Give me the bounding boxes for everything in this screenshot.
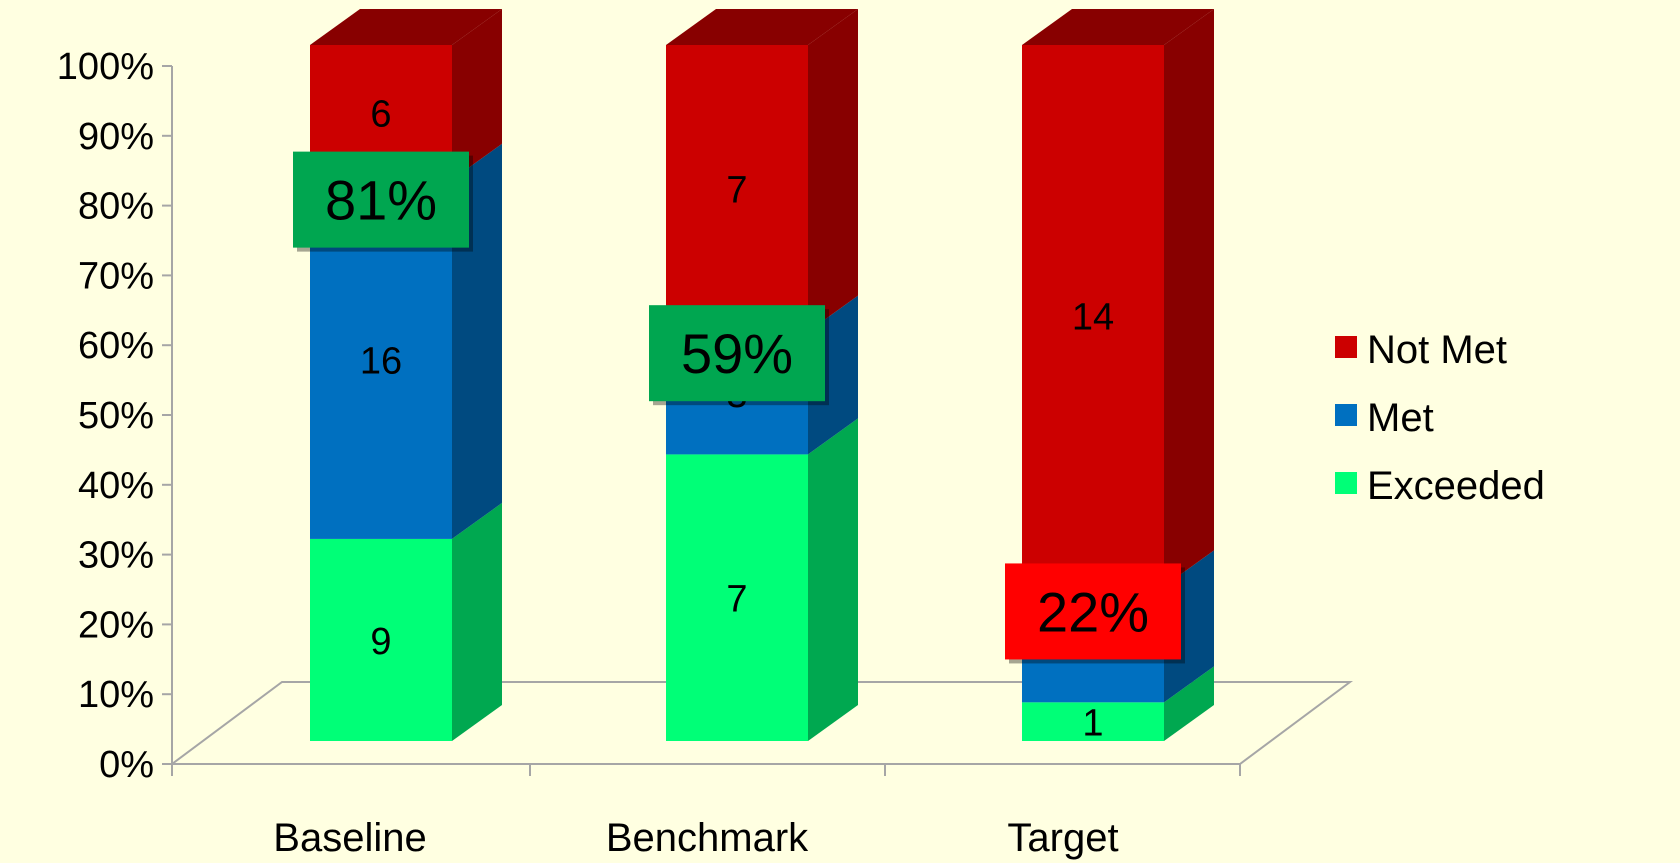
data-label-not-met-benchmark: 7 (726, 169, 747, 211)
y-tick-label: 10% (78, 674, 154, 716)
y-tick-label: 40% (78, 465, 154, 507)
callouts: 81% 59% 22% (293, 151, 1185, 664)
y-axis: 0% 10% 20% 30% 40% 50% 60% 70% 80% 90% 100% (57, 46, 1241, 786)
callout-box (1005, 563, 1181, 660)
data-label-met-baseline: 16 (360, 340, 402, 382)
callout-text: 81% (325, 169, 437, 232)
bar-side-exceeded-benchmark (808, 418, 858, 741)
y-tick-label: 90% (78, 116, 154, 158)
bar-side-not-met-target (1164, 9, 1214, 587)
bar-not-met-target (1022, 45, 1164, 587)
legend-item-exceeded: Exceeded (1335, 464, 1545, 508)
x-axis-labels: Baseline Benchmark Target (273, 816, 1118, 860)
callout-baseline: 81% (293, 151, 473, 252)
legend-item-met: Met (1335, 396, 1434, 440)
bar-top-benchmark (666, 9, 858, 45)
bar-exceeded-baseline (310, 538, 452, 741)
bar-side-exceeded-target (1164, 666, 1214, 741)
legend-swatch (1335, 336, 1357, 358)
bar-not-met-benchmark (666, 45, 808, 332)
data-label-not-met-target: 14 (1072, 297, 1114, 339)
callout-target: 22% (1005, 563, 1185, 664)
data-label-exceeded-baseline: 9 (370, 621, 391, 663)
x-tick-label-target: Target (1007, 816, 1118, 860)
data-label-exceeded-target: 1 (1082, 703, 1103, 745)
callout-benchmark: 59% (649, 305, 829, 406)
callout-box (649, 305, 825, 402)
x-tick-label-benchmark: Benchmark (606, 816, 809, 860)
legend: Not Met Met Exceeded (1335, 328, 1545, 508)
x-tick-label-baseline: Baseline (273, 816, 426, 860)
bar-group-target: 1314 (1022, 9, 1214, 745)
bar-side-not-met-benchmark (808, 9, 858, 332)
y-tick-label: 100% (57, 46, 154, 88)
bar-exceeded-benchmark (666, 454, 808, 741)
y-tick-label: 60% (78, 325, 154, 367)
bar-side-not-met-baseline (452, 9, 502, 180)
bar-top-target (1022, 9, 1214, 45)
callout-text: 59% (681, 322, 793, 385)
y-tick-label: 80% (78, 186, 154, 228)
data-label-exceeded-benchmark: 7 (726, 579, 747, 621)
y-tick-label: 70% (78, 255, 154, 297)
bar-exceeded-target (1022, 702, 1164, 741)
bar-group-baseline: 9 16 6 (310, 9, 502, 741)
y-tick-label: 0% (99, 744, 154, 786)
y-tick-label: 20% (78, 604, 154, 646)
callout-text: 22% (1037, 580, 1149, 643)
callout-box (293, 151, 469, 248)
legend-label: Exceeded (1367, 464, 1545, 508)
data-label-not-met-baseline: 6 (370, 93, 391, 135)
legend-label: Not Met (1367, 328, 1507, 372)
legend-item-not-met: Not Met (1335, 328, 1507, 372)
y-tick-label: 30% (78, 535, 154, 577)
bar-top-baseline (310, 9, 502, 45)
legend-swatch (1335, 404, 1357, 426)
legend-swatch (1335, 472, 1357, 494)
legend-label: Met (1367, 396, 1434, 440)
bar-side-exceeded-baseline (452, 502, 502, 741)
y-tick-label: 50% (78, 395, 154, 437)
